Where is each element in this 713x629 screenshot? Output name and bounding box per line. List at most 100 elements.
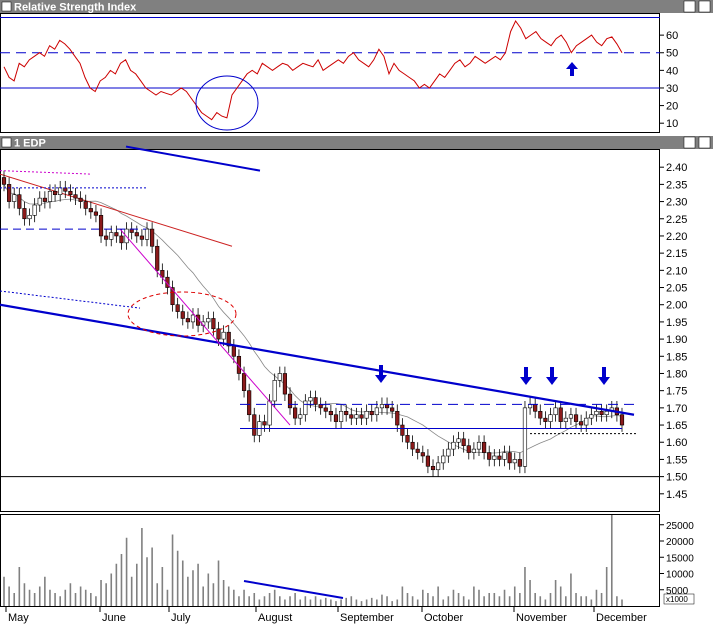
- volume-bar: [600, 593, 603, 606]
- candle-body: [497, 455, 502, 460]
- price-tick-label: 1.55: [666, 454, 687, 466]
- volume-bar: [44, 576, 46, 606]
- volume-layer: [3, 515, 623, 606]
- volume-bar: [335, 601, 337, 606]
- volume-bar: [243, 589, 245, 606]
- candle-body: [369, 410, 374, 416]
- month-label: October: [424, 612, 463, 624]
- volume-bar: [273, 589, 276, 606]
- candle-body: [114, 232, 119, 237]
- volume-bar: [370, 597, 373, 606]
- volume-bar: [38, 586, 41, 606]
- candle-body: [298, 414, 303, 419]
- volume-tick-label: 20000: [666, 537, 694, 548]
- volume-bar: [192, 570, 194, 606]
- volume-bar: [570, 573, 572, 606]
- volume-bar: [299, 599, 302, 606]
- volume-bar: [222, 580, 225, 606]
- rsi-title: Relative Strength Index: [14, 2, 137, 14]
- volume-bar: [605, 567, 608, 606]
- volume-bar: [84, 589, 87, 606]
- candle-body: [543, 417, 548, 422]
- candle-body: [522, 407, 528, 467]
- volume-bar: [309, 599, 312, 606]
- volume-bar: [227, 586, 230, 606]
- dotted-channel-line: [0, 290, 141, 309]
- candle-body: [206, 318, 211, 323]
- rsi-tick-label: 60: [666, 30, 678, 42]
- candle-body: [589, 414, 594, 419]
- candle-body: [22, 208, 27, 220]
- volume-bar: [621, 599, 623, 606]
- candle-body: [129, 228, 134, 233]
- candle-body: [527, 404, 533, 409]
- rsi-tick-label: 30: [666, 83, 678, 95]
- volume-bar: [580, 596, 582, 606]
- arrow-down-icon: [598, 367, 610, 385]
- candle-body: [482, 441, 487, 453]
- candle-body: [420, 452, 425, 457]
- candle-body: [359, 414, 364, 419]
- price-tick-label: 1.50: [666, 472, 687, 484]
- rsi-series-line: [3, 20, 623, 121]
- candle-body: [144, 228, 150, 240]
- price-tick-label: 2.20: [666, 231, 687, 243]
- volume-bar: [381, 594, 383, 606]
- volume-bar: [233, 589, 235, 606]
- price-window-button-icon[interactable]: [1, 137, 12, 148]
- volume-bar: [452, 589, 455, 606]
- candle-body: [323, 407, 328, 412]
- month-label: November: [516, 612, 567, 624]
- rsi-window-button-icon[interactable]: [1, 1, 12, 12]
- volume-bar: [462, 596, 465, 606]
- candle-body: [313, 397, 318, 405]
- price-tick-label: 2.10: [666, 265, 687, 277]
- rsi-close-icon[interactable]: [698, 0, 711, 13]
- arrow-down-icon: [546, 367, 558, 385]
- volume-bar: [74, 593, 77, 606]
- volume-bar: [488, 593, 491, 606]
- long-moving-average-line: [0, 173, 233, 247]
- candle-body: [415, 448, 420, 453]
- volume-bar: [100, 580, 102, 606]
- candle-body: [150, 228, 155, 247]
- volume-bar: [519, 593, 521, 606]
- candle-body: [109, 232, 114, 240]
- volume-bar: [473, 586, 475, 606]
- volume-bar: [330, 599, 332, 606]
- rsi-restore-icon[interactable]: [683, 0, 696, 13]
- volume-bar: [437, 586, 439, 606]
- price-plot-frame: [0, 149, 660, 512]
- volume-bar: [396, 599, 399, 606]
- volume-tick-label: 10000: [666, 570, 694, 581]
- candle-body: [83, 201, 88, 209]
- steep-trend-line: [119, 228, 291, 426]
- price-close-icon[interactable]: [698, 136, 711, 149]
- month-label: August: [258, 612, 292, 624]
- candle-body: [563, 417, 568, 422]
- candle-body: [155, 245, 160, 271]
- volume-bar: [467, 599, 470, 606]
- candle-body: [349, 414, 354, 419]
- candle-body: [262, 421, 267, 426]
- volume-bar: [115, 563, 118, 606]
- volume-bar: [391, 601, 393, 606]
- volume-bar: [212, 583, 215, 606]
- volume-bar: [161, 567, 164, 606]
- volume-bar: [590, 599, 593, 606]
- candle-body: [277, 373, 282, 381]
- volume-bar: [304, 596, 307, 606]
- candle-body: [425, 455, 431, 467]
- price-titlebar: [0, 136, 713, 149]
- candle-body: [52, 190, 58, 195]
- price-restore-icon[interactable]: [683, 136, 696, 149]
- price-tick-label: 1.70: [666, 403, 687, 415]
- volume-bar: [498, 596, 501, 606]
- candle-body: [579, 421, 584, 426]
- price-tick-label: 2.25: [666, 214, 687, 226]
- candle-body: [328, 410, 333, 416]
- volume-bar: [595, 589, 598, 606]
- volume-bar: [238, 596, 240, 606]
- candle-body: [476, 441, 482, 450]
- candle-body: [272, 380, 277, 402]
